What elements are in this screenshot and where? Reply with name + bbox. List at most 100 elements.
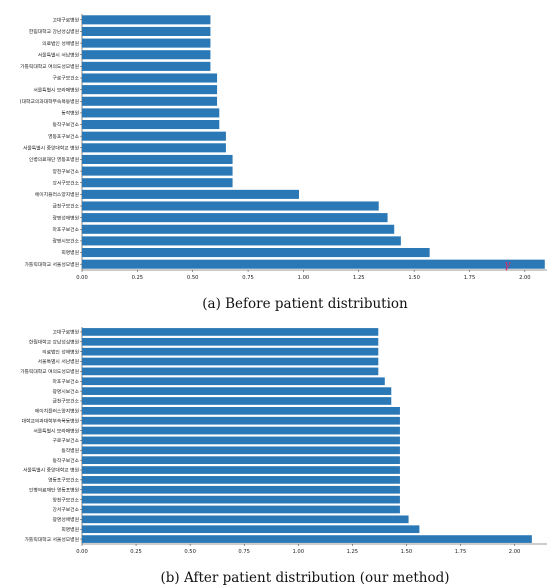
x-tick-label: 0.00 — [76, 275, 88, 281]
bar — [82, 337, 379, 346]
bar — [82, 248, 430, 258]
bar — [82, 213, 388, 223]
bar — [82, 166, 233, 176]
y-tick-label: 서울특별시 서남병원 — [38, 51, 79, 58]
bar — [82, 367, 379, 376]
y-tick-label: 양천구보건소 — [53, 496, 80, 503]
y-tick-label: 서울특별시 보라매병원 — [33, 86, 79, 93]
x-tick-label: 1.25 — [353, 275, 365, 281]
y-tick-label: 동작병원 — [61, 447, 79, 454]
bar — [82, 505, 400, 514]
bar — [82, 377, 385, 386]
y-tick-label: 고대구로병원 — [53, 329, 79, 336]
bar — [82, 456, 400, 465]
y-tick-label: 구로구보건소 — [53, 437, 80, 444]
bar — [82, 131, 226, 141]
bar — [82, 143, 226, 153]
y-tick-label: 광명시보건소 — [53, 388, 80, 395]
x-tick-label: 2.00 — [509, 549, 521, 555]
y-tick-label: 가톨릭대학교 서울성모병원 — [25, 261, 79, 268]
x-tick-label: 1.50 — [408, 275, 420, 281]
x-tick-label: 0.50 — [184, 549, 196, 555]
x-tick-label: 0.00 — [76, 549, 88, 555]
y-tick-label: 금천구보건소 — [53, 203, 80, 210]
bar — [82, 61, 211, 71]
bar — [82, 73, 218, 83]
bar — [82, 189, 299, 199]
y-tick-label: 에이치플러스양지병원 — [35, 408, 79, 415]
y-tick-label: 광명시보건소 — [53, 238, 80, 245]
y-tick-label: 구로구보건소 — [53, 75, 80, 82]
x-tick-label: 2.00 — [519, 275, 531, 281]
bar — [82, 120, 220, 130]
x-tick-label: 0.50 — [187, 275, 199, 281]
y-tick-label: 희명병원 — [61, 526, 79, 533]
bar — [82, 15, 211, 25]
bar — [82, 387, 392, 395]
bar — [82, 416, 400, 425]
bar — [82, 108, 220, 118]
y-tick-label: 가톨릭대학교 여의도성모병원 — [20, 368, 79, 375]
handwritten-mark: γ — [504, 258, 511, 271]
bar — [82, 224, 395, 234]
bar — [82, 397, 392, 405]
y-tick-label: 서울특별시 보라매병원 — [33, 427, 79, 434]
bar — [82, 406, 400, 415]
x-tick-label: 1.75 — [464, 275, 476, 281]
bar — [82, 436, 400, 445]
y-tick-label: 영등포구보건소 — [48, 133, 79, 140]
bar — [82, 236, 401, 246]
y-tick-label: 서울특별시 서남병원 — [38, 358, 79, 365]
x-tick-label: 0.75 — [238, 549, 250, 555]
bar — [82, 201, 379, 211]
bar — [82, 178, 233, 188]
bar — [82, 259, 545, 269]
bar — [82, 85, 218, 95]
x-tick-label: 1.25 — [347, 549, 359, 555]
bar — [82, 446, 400, 455]
y-tick-label: 대학교의과대학부속목동병원 — [22, 417, 79, 424]
bar — [82, 515, 409, 524]
y-tick-label: (대학교의과대학부속목동병원 — [20, 98, 79, 105]
y-tick-label: 양천구보건소 — [53, 168, 80, 175]
y-tick-label: 의료법인 성애병원 — [42, 348, 79, 355]
bar — [82, 26, 211, 36]
y-tick-label: 광명성애병원 — [53, 214, 79, 221]
x-tick-label: 0.25 — [130, 549, 142, 555]
y-tick-label: 한림대학교 강남성심병원 — [29, 28, 79, 35]
x-tick-label: 1.00 — [298, 275, 310, 281]
bar — [82, 38, 211, 48]
y-tick-label: 강서구보건소 — [53, 506, 80, 513]
y-tick-label: 인병의료재단 영등포병원 — [29, 156, 79, 163]
y-tick-label: 동작구보건소 — [53, 457, 80, 464]
y-tick-label: 강서구보건소 — [53, 179, 80, 186]
bar — [82, 485, 400, 494]
bar — [82, 50, 211, 60]
y-tick-label: 인병의료재단 영등포병원 — [29, 486, 79, 493]
x-tick-label: 0.75 — [242, 275, 254, 281]
y-tick-label: 희명병원 — [61, 249, 79, 256]
bar — [82, 495, 400, 504]
y-tick-label: 에이치플러스양지병원 — [35, 191, 79, 198]
x-tick-label: 1.75 — [455, 549, 467, 555]
y-tick-label: 가톨릭대학교 서울성모병원 — [25, 536, 79, 543]
caption-after: (b) After patient distribution (our meth… — [160, 570, 449, 586]
y-tick-label: 동작구보건소 — [53, 121, 80, 128]
y-tick-label: 마포구보건소 — [53, 378, 80, 385]
bar — [82, 154, 233, 164]
y-tick-label: 광명성애병원 — [53, 516, 79, 523]
y-tick-label: 동작병원 — [61, 110, 79, 117]
y-tick-label: 마포구보건소 — [53, 226, 80, 233]
y-tick-label: 가톨릭대학교 여의도성모병원 — [20, 63, 79, 70]
bar — [82, 426, 400, 435]
y-tick-label: 의료법인 성애병원 — [42, 40, 79, 47]
y-tick-label: 금천구보건소 — [53, 398, 80, 405]
y-tick-label: 영등포구보건소 — [48, 477, 79, 484]
x-tick-label: 0.25 — [132, 275, 144, 281]
bar — [82, 466, 400, 474]
bar — [82, 347, 379, 356]
bar — [82, 96, 218, 106]
